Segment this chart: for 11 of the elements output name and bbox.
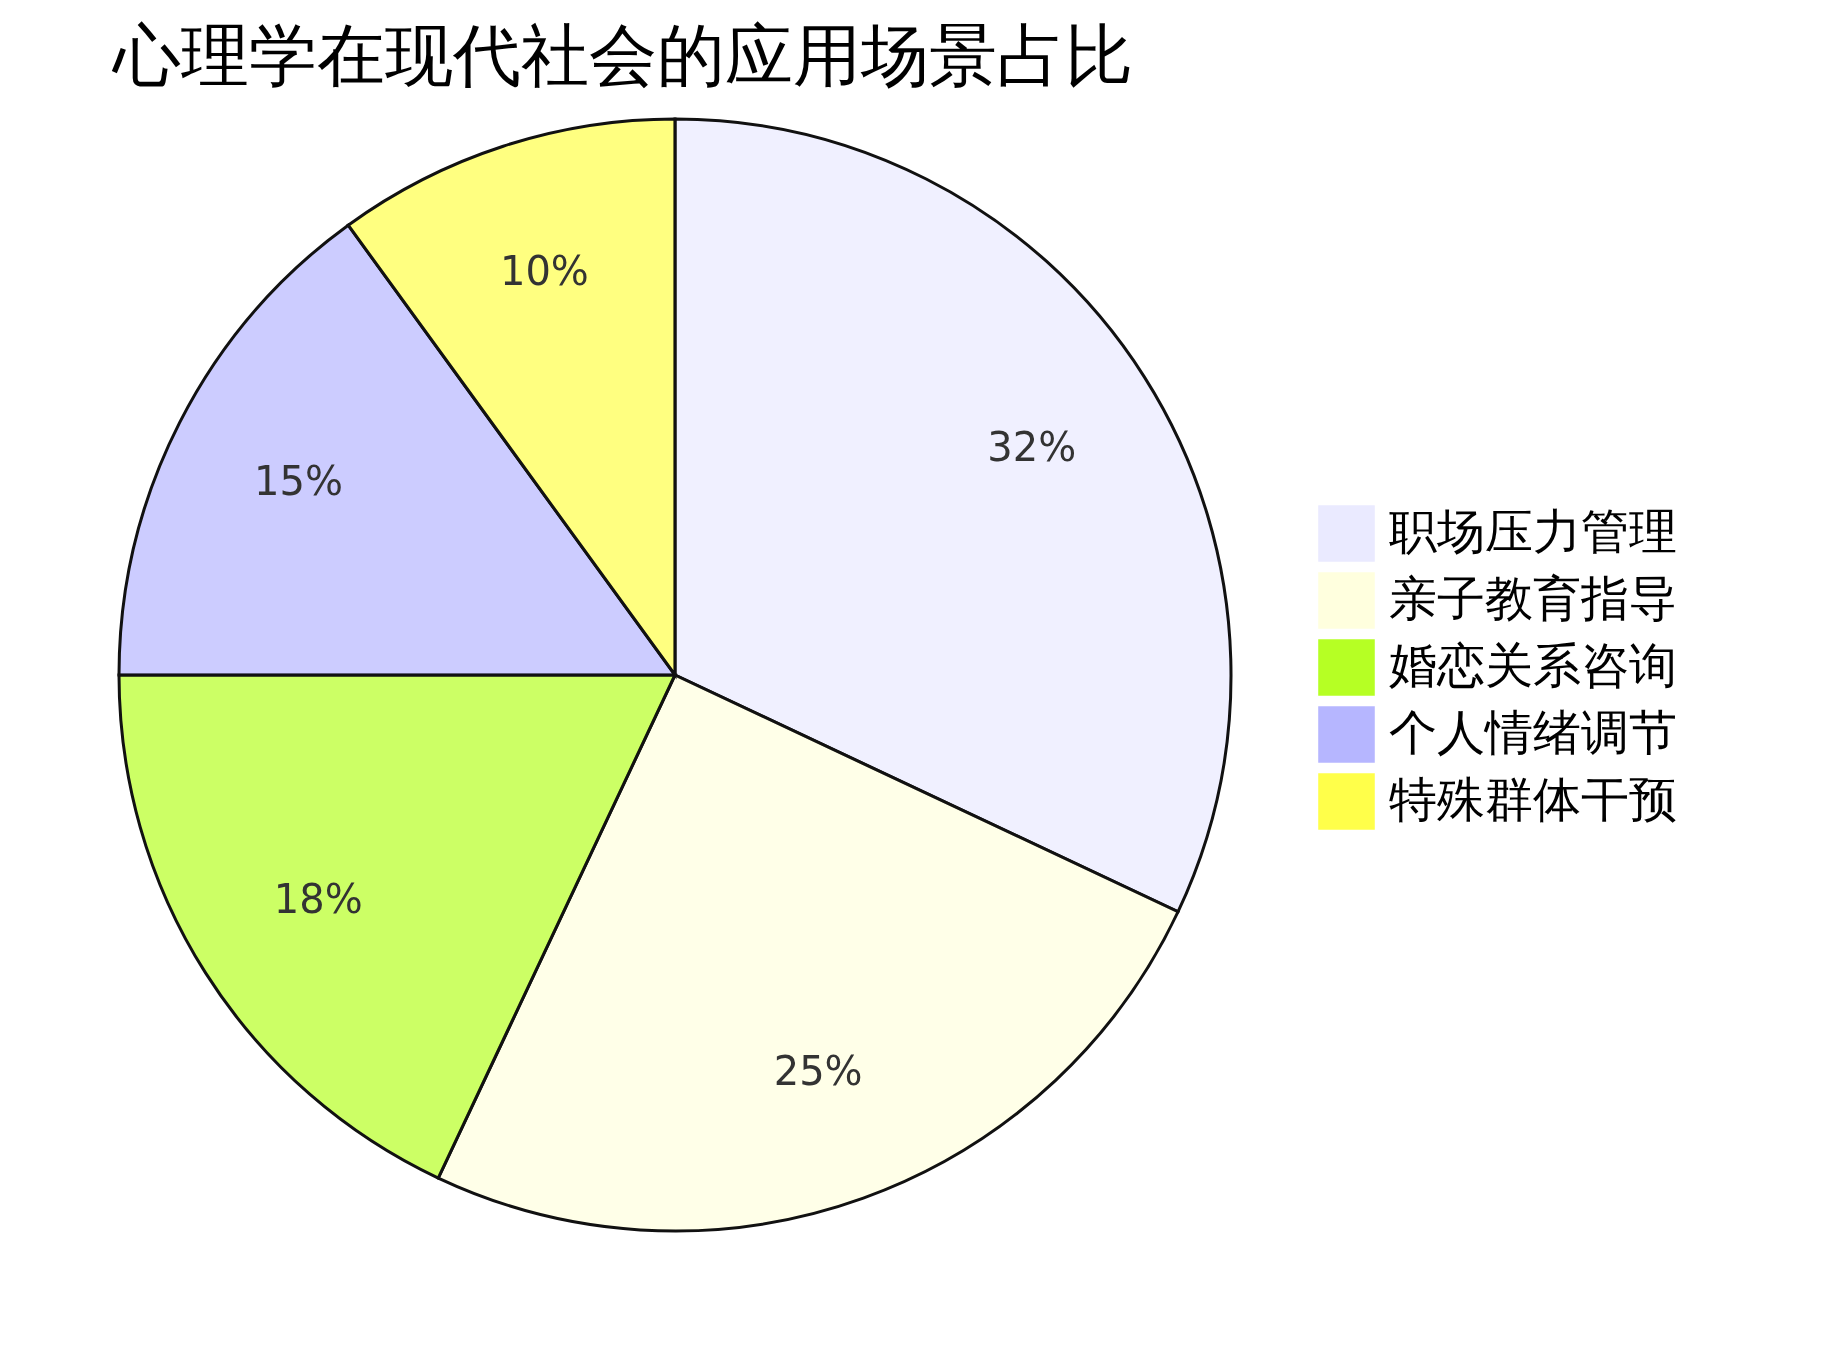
- legend-label: 个人情绪调节: [1389, 703, 1677, 760]
- data-label: 32%: [987, 423, 1077, 470]
- data-label: 18%: [273, 876, 363, 923]
- legend-label: 特殊群体干预: [1389, 770, 1677, 827]
- data-label: 10%: [499, 248, 589, 295]
- legend-label: 职场压力管理: [1389, 502, 1677, 559]
- legend-label: 婚恋关系咨询: [1389, 636, 1677, 693]
- data-label: 15%: [254, 458, 343, 505]
- chart-title: 心理学在现代社会的应用场景占比: [111, 16, 1133, 95]
- legend-label: 亲子教育指导: [1389, 569, 1677, 626]
- data-label: 25%: [773, 1047, 863, 1094]
